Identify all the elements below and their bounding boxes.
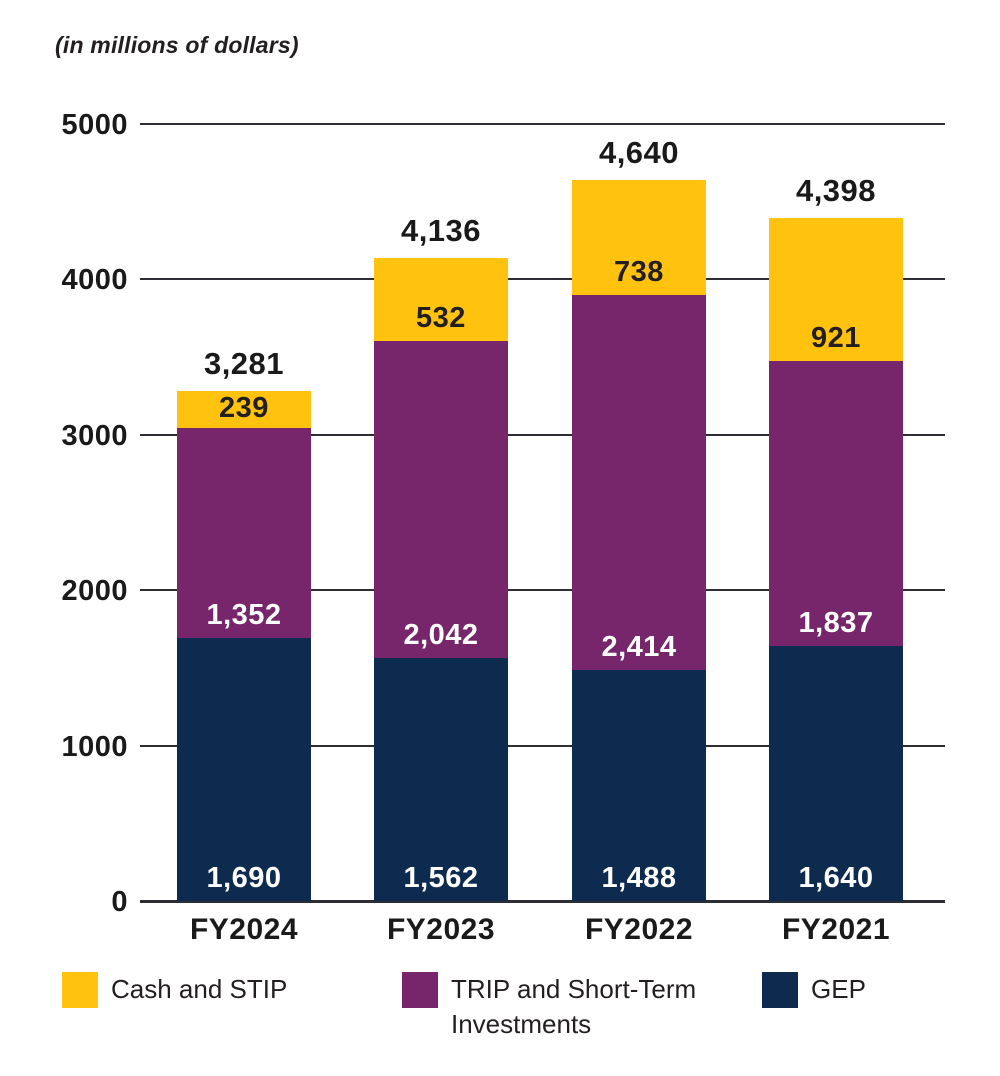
y-tick-label: 3000 [61,419,128,452]
segment-value-label: 2,042 [403,619,479,652]
gridline-5000 [140,123,945,125]
bar-segment-gep: 1,488 [572,669,706,901]
legend-item-trip-short-term: TRIP and Short-Term Investments [402,972,751,1042]
bar-segment-trip: 1,837 [769,360,903,647]
y-tick-label: 2000 [61,575,128,608]
legend-swatch-purple-icon [402,972,438,1008]
legend-item-cash-and-stip: Cash and STIP [62,972,287,1008]
bar-segment-trip: 2,414 [572,294,706,670]
legend-item-gep: GEP [762,972,866,1008]
bar-segment-gep: 1,640 [769,646,903,901]
bar-segment-cash: 738 [572,179,706,295]
segment-value-label: 532 [416,301,466,334]
bar-total-label: 4,398 [795,172,877,208]
bar-total-label: 3,281 [203,346,285,382]
legend-label: TRIP and Short-Term Investments [451,974,697,1039]
segment-value-label: 1,690 [206,861,282,894]
gridline-4000 [140,278,945,281]
y-tick-label: 5000 [61,109,128,141]
chart-subtitle: (in millions of dollars) [55,32,299,58]
gridline-2000 [140,589,945,592]
bar-segment-trip: 1,352 [177,428,311,639]
segment-value-label: 239 [219,392,269,425]
legend-swatch-gold-icon [62,972,98,1008]
segment-value-label: 1,352 [206,599,282,632]
legend-swatch-navy-icon [762,972,798,1008]
y-tick-label: 4000 [61,264,128,297]
legend-label: GEP [811,974,866,1004]
y-tick-label: 1000 [61,730,128,763]
bar-segment-cash: 239 [177,391,311,429]
segment-value-label: 2,414 [601,630,677,663]
gridline-0 [140,900,945,903]
x-axis-label-fy2023: FY2023 [386,913,496,946]
segment-value-label: 738 [614,255,664,288]
y-tick-label: 0 [111,886,128,918]
x-axis-label-fy2024: FY2024 [189,913,299,946]
bar-segment-cash: 532 [374,258,508,341]
x-axis-label-fy2022: FY2022 [584,913,694,946]
segment-value-label: 1,837 [798,607,874,640]
segment-value-label: 1,562 [403,861,479,894]
x-axis-label-fy2021: FY2021 [781,913,891,946]
bar-segment-gep: 1,690 [177,638,311,901]
segment-value-label: 1,488 [601,861,677,894]
bar-segment-gep: 1,562 [374,658,508,901]
bar-total-label: 4,136 [400,213,482,249]
bar-segment-trip: 2,042 [374,340,508,659]
bar-total-label: 4,640 [598,134,680,170]
gridline-3000 [140,433,945,436]
gridline-1000 [140,744,945,747]
segment-value-label: 1,640 [798,861,874,894]
segment-value-label: 921 [811,321,861,354]
bar-segment-cash: 921 [769,217,903,361]
legend-label: Cash and STIP [111,974,288,1004]
